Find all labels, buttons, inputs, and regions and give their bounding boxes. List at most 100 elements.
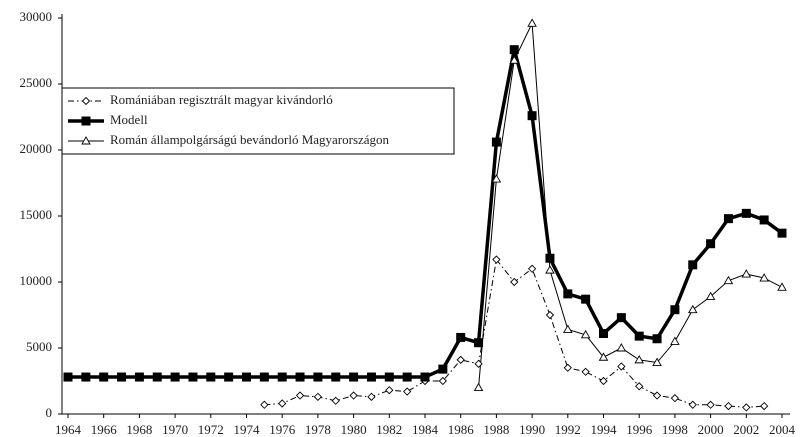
marker [491,137,501,147]
marker [741,269,752,278]
marker [295,372,305,382]
marker [277,372,287,382]
marker [63,372,73,382]
y-tick-label: 20000 [20,141,53,156]
x-tick-label: 1984 [412,422,439,437]
marker [278,399,287,408]
x-tick-label: 1976 [269,422,296,437]
y-tick-label: 10000 [20,273,53,288]
x-tick-label: 2004 [769,422,796,437]
marker [670,336,680,345]
marker [509,55,520,64]
marker [706,400,715,409]
marker [705,291,716,300]
marker [474,359,483,368]
marker [81,136,91,145]
marker [545,253,555,263]
marker [295,391,305,400]
marker [491,174,502,183]
marker [580,329,591,339]
marker [563,324,573,333]
marker [599,376,608,386]
marker [616,313,626,323]
y-tick-label: 30000 [20,9,53,24]
marker [509,45,519,55]
marker [670,394,680,403]
x-tick-label: 1986 [448,422,475,437]
x-tick-label: 1992 [555,422,581,437]
marker [224,372,234,382]
marker [652,391,662,400]
marker [510,277,519,287]
marker [367,392,376,401]
marker [81,96,91,106]
legend-label: Modell [110,112,148,127]
marker [456,332,466,342]
marker [152,372,162,382]
marker [438,376,447,386]
y-tick-label: 0 [46,405,53,420]
marker [652,334,662,344]
marker [724,401,733,411]
marker [635,382,644,391]
marker [331,372,341,382]
marker [634,354,644,364]
marker [760,401,769,411]
y-tick-label: 25000 [20,75,53,90]
marker [456,355,465,365]
marker [474,338,484,348]
x-tick-label: 1994 [591,422,618,437]
x-tick-label: 1990 [519,422,545,437]
series-line [478,21,783,388]
legend: Romániában regisztrált magyar kivándorló… [61,87,455,155]
x-tick-label: 1966 [91,422,118,437]
marker [420,372,430,382]
y-tick-label: 5000 [26,339,52,354]
marker [687,304,698,314]
x-tick-label: 1970 [162,422,188,437]
legend-box [61,87,455,155]
marker [81,116,91,126]
x-tick-label: 2000 [698,422,724,437]
x-tick-label: 1998 [662,422,688,437]
x-tick-label: 1996 [626,422,653,437]
x-tick-label: 1968 [126,422,152,437]
marker [349,372,359,382]
x-tick-label: 1972 [198,422,224,437]
marker [313,372,323,382]
marker [670,305,680,315]
marker [366,372,376,382]
marker [349,391,358,400]
marker [402,372,412,382]
marker [706,239,716,249]
marker [492,255,501,264]
marker [581,367,590,376]
legend-label: Romániában regisztrált magyar kivándorló [110,92,333,107]
marker [117,372,127,382]
marker [742,403,751,412]
marker [545,310,555,320]
marker [688,260,698,270]
marker [99,372,109,382]
marker [527,264,537,273]
marker [563,289,573,299]
marker [759,273,769,282]
marker [170,372,180,382]
marker [688,400,697,409]
x-tick-label: 1988 [483,422,509,437]
x-tick-label: 1980 [341,422,367,437]
marker [206,372,216,382]
marker [599,328,608,338]
marker [581,294,591,304]
marker [331,396,340,405]
marker [777,282,787,291]
marker [777,228,787,238]
marker [527,111,537,121]
marker [616,343,627,352]
marker [527,18,537,27]
marker [545,265,555,274]
marker [259,372,269,382]
x-tick-label: 1974 [234,422,261,437]
